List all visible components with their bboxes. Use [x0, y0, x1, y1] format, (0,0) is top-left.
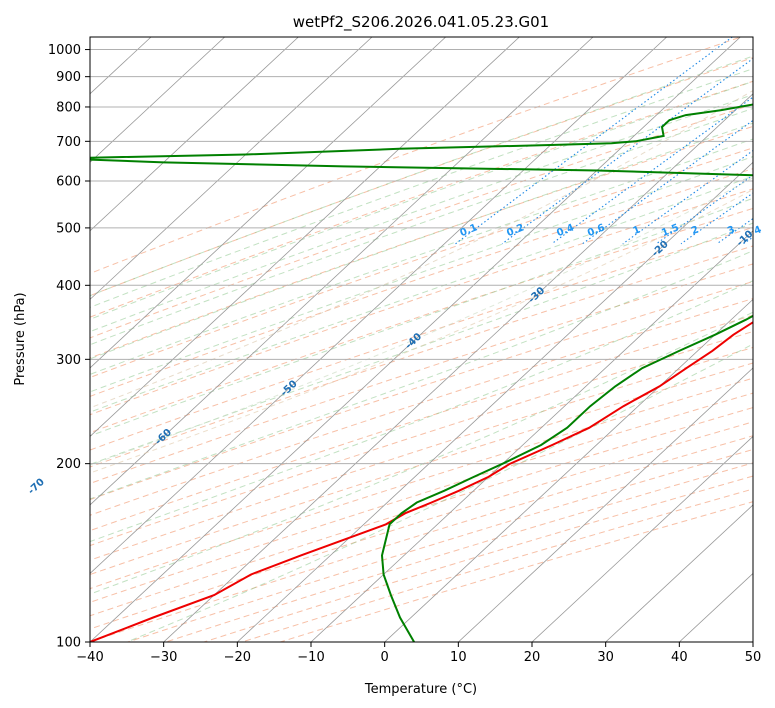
x-tick-label: −10 [297, 650, 324, 665]
sounding-profiles [90, 103, 753, 642]
chart-title: wetPf2_S206.2026.041.05.23.G01 [293, 13, 549, 32]
mixing-ratio-label: 1 [632, 224, 643, 237]
dry-adiabat [90, 263, 753, 485]
reference-curve [90, 189, 753, 474]
isotherm-line [458, 367, 753, 642]
isotherm-line [90, 37, 520, 437]
moist-adiabat [90, 80, 753, 320]
moist-adiabat [90, 122, 753, 360]
isotherm-line [90, 37, 667, 575]
isotherm-line [90, 37, 446, 369]
isotherm-line [310, 230, 753, 642]
dry-adiabat [90, 392, 753, 603]
mixing-ratio-label: 4 [753, 224, 764, 237]
isotherm-line [90, 37, 594, 506]
isotherm-line [384, 298, 753, 642]
x-tick-label: 0 [381, 650, 389, 665]
x-tick-label: 30 [597, 650, 614, 665]
mixing-ratio-line [622, 149, 753, 245]
isotherm-line [90, 37, 299, 232]
x-tick-label: 40 [671, 650, 688, 665]
x-tick-label: −20 [224, 650, 251, 665]
isotherm-line [605, 504, 753, 642]
x-axis-label: Temperature (°C) [364, 682, 477, 697]
moist-adiabat [90, 68, 753, 308]
dry-adiabat [90, 207, 753, 434]
isotherm-line [90, 37, 741, 642]
reference-curve [90, 89, 753, 409]
dry-adiabat [90, 314, 753, 532]
x-tick-label: −40 [76, 650, 103, 665]
x-tick-label: 50 [745, 650, 762, 665]
dry-adiabat [90, 188, 753, 416]
dry-adiabat [90, 377, 753, 590]
y-tick-label: 400 [56, 279, 81, 294]
mixing-ratio-label: 3 [726, 224, 737, 237]
y-tick-label: 500 [56, 221, 81, 236]
x-tick-label: −30 [150, 650, 177, 665]
dry-adiabat [90, 147, 753, 379]
mixing-ratio-line [551, 96, 753, 245]
mixing-ratio-line [455, 37, 734, 245]
background-lines [90, 37, 753, 642]
isotherm-line [531, 435, 753, 642]
y-tick-label: 300 [56, 353, 81, 368]
moist-adiabat [90, 138, 753, 375]
isotherm-line [163, 93, 753, 642]
moist-adiabat [90, 175, 753, 413]
y-tick-label: 700 [56, 135, 81, 150]
isotherm-line [90, 37, 225, 163]
moist-adiabat [90, 222, 753, 465]
plot-frame [89, 36, 754, 643]
dewpoint-line [90, 103, 753, 642]
y-tick-label: 800 [56, 100, 81, 115]
x-tick-label: 20 [524, 650, 541, 665]
dry-adiabat [90, 226, 753, 451]
dry-adiabat [90, 168, 753, 397]
moist-adiabat [90, 197, 753, 437]
isotherm-line [237, 161, 753, 642]
y-tick-label: 600 [56, 174, 81, 189]
mixing-ratio-line [680, 192, 753, 245]
dry-adiabat [90, 298, 753, 516]
y-axis: 100 200 300 400 500 600 700 800 900 1000 [48, 43, 90, 651]
isotherm-line [90, 37, 373, 300]
reference-curve [90, 177, 753, 466]
moist-adiabat [90, 311, 753, 595]
y-tick-label: 100 [56, 636, 81, 651]
mixing-ratio-label: 2 [690, 224, 701, 237]
y-axis-label: Pressure (hPa) [13, 292, 28, 385]
x-tick-label: 10 [450, 650, 467, 665]
dry-adiabat [90, 346, 753, 561]
dry-adiabat [90, 125, 753, 359]
y-tick-label: 900 [56, 70, 81, 85]
x-axis: −40 −30 −20 −10 0 10 20 30 40 50 [76, 642, 761, 665]
y-tick-label: 200 [56, 457, 81, 472]
y-tick-label: 1000 [48, 43, 81, 58]
